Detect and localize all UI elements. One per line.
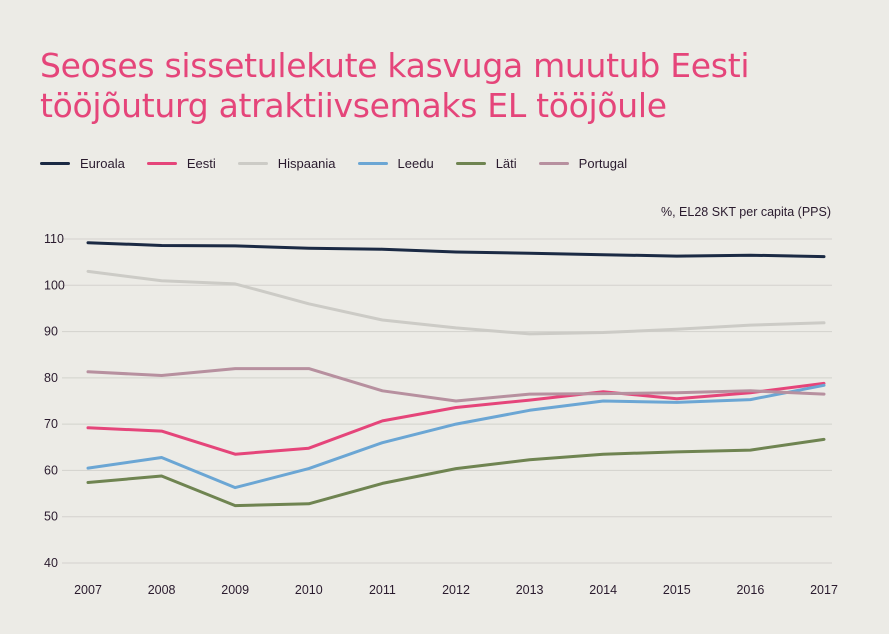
chart-title-line-2: tööjõuturg atraktiivsemaks EL tööjõule [40,86,667,125]
legend-item-läti: Läti [455,155,517,171]
legend-label: Portugal [578,155,628,171]
legend-label: Leedu [397,155,434,171]
y-tick-label: 70 [44,417,58,431]
legend-label: Eesti [186,155,216,171]
series-line-euroala [86,241,826,259]
series-line-hispaania [86,269,826,336]
legend-label: Läti [495,155,517,171]
y-tick-label: 80 [44,371,58,385]
y-tick-label: 40 [44,556,58,570]
series-line-eesti [86,381,826,456]
legend-swatch [146,161,177,165]
legend-label: Hispaania [277,155,336,171]
x-tick-label: 2007 [74,583,102,597]
legend-item-euroala: Euroala [40,156,125,171]
chart-title-line-1: Seoses sissetulekute kasvuga muutub Eest… [40,46,750,85]
legend-item-hispaania: Hispaania [237,155,336,171]
y-tick-label: 60 [44,463,58,477]
legend-swatch [237,161,268,165]
series-line-leedu [86,383,826,490]
chart-title: Seoses sissetulekute kasvuga muutub Eest… [40,46,840,126]
chart-legend: Euroala Eesti Hispaania Leedu Läti Portugal [40,153,649,173]
legend-item-portugal: Portugal [538,155,628,171]
x-tick-label: 2014 [589,583,617,597]
legend-item-leedu: Leedu [357,155,434,171]
legend-swatch [40,161,70,165]
legend-item-eesti: Eesti [146,155,216,171]
unit-label: %, EL28 SKT per capita (PPS) [661,205,831,219]
legend-swatch [538,161,569,165]
y-tick-label: 50 [44,510,58,524]
legend-swatch [455,161,486,165]
series-line-läti [86,437,826,508]
x-tick-label: 2016 [736,583,764,597]
y-tick-label: 110 [44,232,64,246]
legend-swatch [357,161,388,165]
x-tick-label: 2013 [516,583,544,597]
x-tick-label: 2009 [221,583,249,597]
y-tick-label: 90 [44,325,58,339]
x-tick-label: 2010 [295,583,323,597]
x-tick-label: 2008 [148,583,176,597]
x-tick-label: 2011 [369,583,396,597]
x-tick-label: 2015 [663,583,691,597]
x-tick-label: 2012 [442,583,470,597]
x-tick-label: 2017 [810,583,838,597]
y-tick-label: 100 [44,278,65,292]
legend-label: Euroala [80,155,125,171]
series-line-portugal [86,367,826,403]
